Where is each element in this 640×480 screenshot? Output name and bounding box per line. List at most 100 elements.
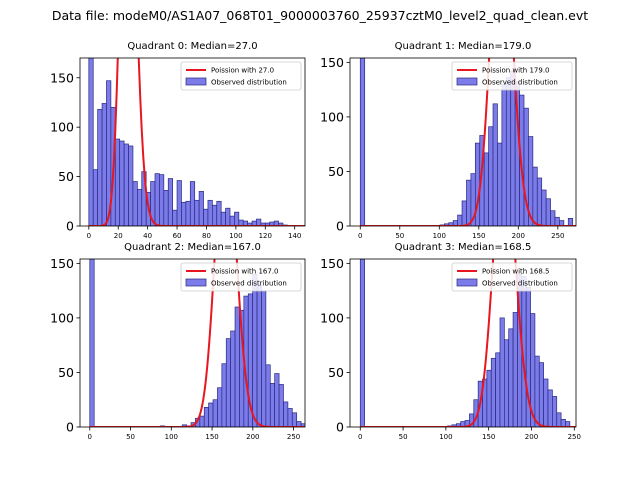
y-tick-label: 0	[336, 420, 344, 435]
histogram-bar	[483, 152, 489, 226]
axes-frame	[349, 258, 577, 428]
histogram-bar	[154, 173, 160, 226]
histogram-bar	[225, 338, 232, 427]
histogram-bar	[559, 220, 565, 226]
y-tick-label: 50	[58, 169, 74, 184]
x-tick-label: 20	[114, 232, 123, 240]
histogram-bar	[536, 177, 543, 226]
histogram-bar	[159, 174, 165, 226]
legend: Poission with 179.0 Observed distribution	[451, 61, 573, 91]
plot-area	[359, 58, 576, 226]
x-tick-label: 120	[259, 232, 272, 240]
x-tick-label: 0	[358, 433, 362, 441]
histogram-bar	[359, 259, 365, 427]
histogram-bar	[176, 180, 182, 226]
histogram-bar	[220, 211, 226, 226]
histogram-bar	[212, 399, 218, 427]
x-tick-label: 150	[482, 433, 495, 441]
histogram-bar	[234, 211, 240, 226]
histogram-bar	[287, 408, 293, 427]
histogram-bar	[216, 200, 222, 226]
histogram-bar	[217, 387, 223, 427]
y-tick-label: 100	[320, 109, 344, 124]
histogram-bar	[225, 207, 231, 226]
histogram-bar	[97, 109, 103, 226]
y-tick-label: 50	[328, 164, 344, 179]
histogram-bar	[291, 412, 298, 427]
histogram-bar	[552, 396, 558, 427]
histogram-bar	[488, 126, 494, 226]
legend-box	[180, 262, 302, 292]
histogram-bar	[89, 259, 95, 427]
y-tick-label: 150	[50, 70, 74, 85]
histogram-bar	[123, 143, 129, 226]
histogram-bar	[457, 214, 463, 226]
histogram-bar	[543, 378, 549, 427]
histogram-bar	[461, 200, 467, 226]
histogram-bar	[560, 419, 566, 427]
y-tick-label: 100	[320, 310, 344, 325]
x-tick-label: 100	[165, 433, 178, 441]
histogram-bar	[497, 142, 503, 226]
legend-poisson-label: Poission with 167.0	[211, 268, 279, 276]
x-tick-label: 200	[246, 433, 259, 441]
histogram-bar	[189, 181, 196, 226]
histogram-bar	[490, 357, 496, 427]
panel-title: Quadrant 0: Median=27.0	[127, 41, 257, 52]
histogram-bar	[221, 363, 227, 427]
legend-bar-swatch	[185, 278, 207, 287]
histogram-bar	[510, 70, 516, 226]
y-tick-label: 150	[320, 256, 344, 271]
histogram-bar	[132, 181, 138, 226]
legend: Poission with 167.0 Observed distribution	[180, 262, 302, 292]
histogram-bar	[212, 204, 218, 226]
histogram-bar	[314, 426, 318, 427]
histogram-bar	[234, 306, 240, 427]
histogram-bar	[261, 290, 267, 427]
histogram-bar	[114, 138, 121, 226]
histogram-bar	[101, 103, 107, 226]
plot-area	[359, 259, 576, 427]
poisson-curve	[360, 58, 576, 226]
legend-hist-label: Observed distribution	[482, 280, 558, 288]
histogram-bar	[229, 215, 235, 226]
legend: Poission with 168.5 Observed distribution	[451, 262, 573, 292]
histogram-bar	[163, 190, 169, 226]
y-tick-label: 50	[58, 365, 74, 380]
histogram-bar	[230, 330, 236, 427]
y-tick-label: 100	[50, 310, 74, 325]
histogram-bar	[203, 208, 209, 226]
histogram-bar	[495, 352, 501, 427]
histogram-bar	[172, 209, 178, 226]
histogram-bar	[269, 383, 276, 427]
legend-poisson-label: Poission with 179.0	[482, 67, 550, 75]
histogram-bar	[547, 389, 553, 427]
panel-0: Quadrant 0: Median=27.0 0 50 100 150 0 20 40 60 8…	[50, 41, 306, 240]
axes-frame	[79, 57, 306, 227]
histogram-bar	[207, 199, 213, 226]
x-tick-label: 40	[143, 232, 152, 240]
poisson-curve	[360, 259, 576, 427]
x-tick-label: 250	[287, 433, 300, 441]
histogram-bar	[538, 362, 544, 427]
histogram-bar	[508, 328, 514, 427]
x-tick-label: 150	[472, 232, 485, 240]
x-tick-label: 50	[126, 433, 135, 441]
legend-box	[451, 61, 573, 91]
histogram-bar	[199, 415, 205, 427]
legend-hist-label: Observed distribution	[482, 79, 558, 87]
histogram-bar	[274, 373, 280, 427]
histogram-bar	[556, 412, 562, 427]
histogram-bar	[278, 384, 284, 427]
plot-area	[88, 58, 305, 226]
histogram-bar	[181, 201, 187, 226]
x-tick-label: 100	[433, 232, 446, 240]
y-tick-label: 150	[50, 256, 74, 271]
histogram-bar	[88, 58, 94, 226]
histogram-bar	[256, 218, 262, 226]
panel-1: Quadrant 1: Median=179.0 0 50 100 150 0 50 100 1…	[320, 41, 577, 240]
x-tick-label: 60	[173, 232, 182, 240]
histogram-bar	[265, 364, 271, 427]
x-tick-label: 100	[229, 232, 242, 240]
